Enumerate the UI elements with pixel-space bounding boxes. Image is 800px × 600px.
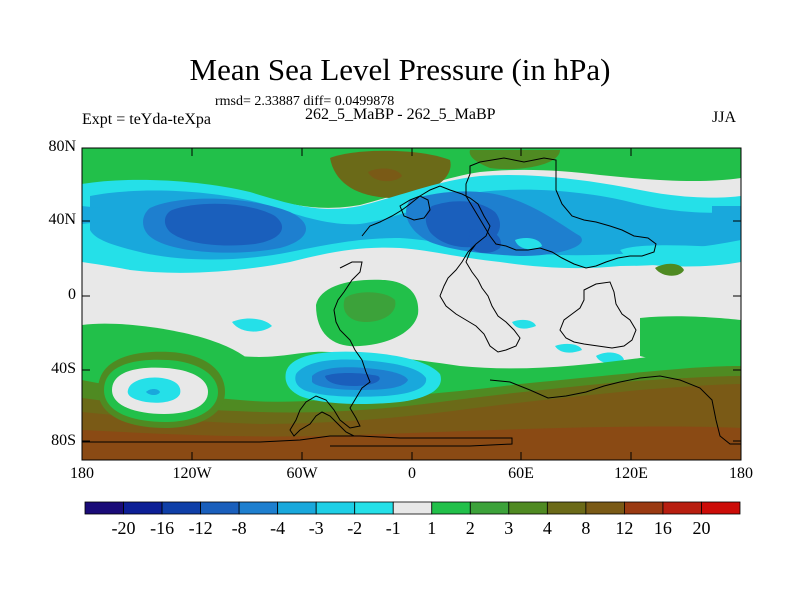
colorbar-box-8 [392, 501, 433, 515]
colorbar-label-8: 1 [427, 518, 437, 538]
colorbar-label-0: -20 [111, 518, 136, 538]
colorbar-box-3 [200, 501, 240, 515]
colorbar-box-10 [469, 501, 510, 515]
colorbar-box-9 [431, 501, 471, 515]
west-ring-blue [146, 389, 160, 395]
colorbar-label-5: -3 [308, 518, 324, 538]
colorbar-label-13: 12 [615, 518, 634, 538]
colorbar-label-12: 8 [581, 518, 591, 538]
pressure-contour-field [82, 148, 741, 460]
lat-label-40s: 40S [51, 360, 76, 377]
colorbar-box-11 [508, 501, 548, 515]
colorbar-label-3: -8 [231, 518, 247, 538]
colorbar-box-13 [585, 501, 625, 515]
colorbar-box-15 [662, 501, 702, 515]
coast-americas [289, 185, 521, 437]
run-comparison-label: 262_5_MaBP - 262_5_MaBP [305, 106, 496, 123]
rmsd-diff-stats: rmsd= 2.33887 diff= 0.0499878 [215, 94, 395, 109]
colorbar-box-14 [624, 501, 664, 515]
colorbar-label-4: -4 [270, 518, 286, 538]
south-blue-low [325, 373, 380, 386]
east-olive-ring [655, 263, 684, 276]
coast-australia [559, 281, 637, 349]
lon-label-180e: 180 [729, 465, 753, 482]
experiment-label: Expt = teYda-teXpa [82, 111, 211, 128]
coast-eurasia [465, 157, 657, 269]
coast-antarctica [82, 375, 741, 447]
south-rust-band [82, 426, 741, 460]
colorbar-box-16 [701, 501, 741, 515]
lon-label-120w: 120W [172, 465, 212, 482]
lon-label-0: 0 [408, 465, 416, 482]
colorbar-label-2: -12 [188, 518, 213, 538]
lat-label-80s: 80S [51, 432, 76, 449]
colorbar-label-11: 4 [542, 518, 552, 538]
colorbar-box-4 [238, 501, 279, 515]
lon-label-120e: 120E [614, 465, 648, 482]
tropic-cyan-east3 [596, 352, 624, 364]
colorbar-box-12 [546, 501, 587, 515]
north-blue-west [164, 203, 283, 246]
colorbar-box-5 [277, 501, 317, 515]
tropic-cyan-east [512, 319, 536, 329]
map-title: Mean Sea Level Pressure (in hPa) [189, 52, 611, 87]
colorbar-label-6: -2 [347, 518, 363, 538]
colorbar-box-0 [84, 501, 124, 515]
colorbar-box-1 [123, 501, 163, 515]
north-cyan-spot [515, 238, 542, 250]
north-cyan-far-east [712, 206, 741, 222]
axis-ticks [81, 147, 742, 460]
coastline-outline [82, 157, 741, 447]
lat-label-0: 0 [68, 286, 76, 303]
lon-label-180w: 180 [70, 465, 94, 482]
north-east-olive [469, 150, 560, 170]
tropic-darkgreen-blob [343, 292, 396, 322]
colorbar-label-7: -1 [385, 518, 401, 538]
tropic-cyan-patch [232, 318, 272, 332]
colorbar-label-1: -16 [150, 518, 175, 538]
tropic-cyan-east2 [555, 343, 582, 353]
lat-label-80n: 80N [48, 138, 76, 155]
north-brown-patch [368, 168, 402, 182]
colorbar-box-7 [354, 501, 394, 515]
colorbar-label-10: 3 [504, 518, 514, 538]
colorbar [84, 501, 741, 515]
colorbar-box-2 [161, 501, 201, 515]
lon-label-60e: 60E [508, 465, 534, 482]
lat-label-40n: 40N [48, 211, 76, 228]
colorbar-label-14: 16 [653, 518, 672, 538]
coast-greenland [399, 195, 431, 221]
colorbar-label-9: 2 [465, 518, 475, 538]
lon-label-60w: 60W [286, 465, 318, 482]
colorbar-box-6 [315, 501, 356, 515]
north-cyan-far-west [82, 206, 100, 224]
north-cyan-east [620, 245, 741, 267]
north-blue-east2 [468, 229, 501, 253]
season-label: JJA [712, 109, 737, 126]
colorbar-label-15: 20 [692, 518, 711, 538]
